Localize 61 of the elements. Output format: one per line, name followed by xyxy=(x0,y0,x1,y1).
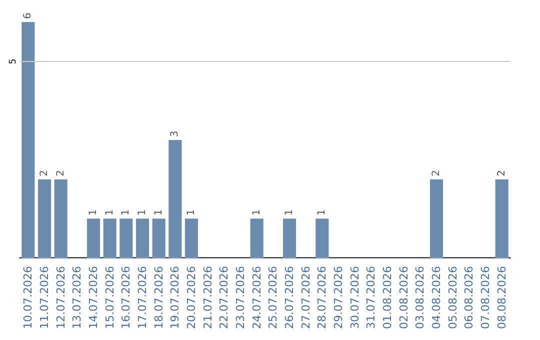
data-label: 2 xyxy=(496,170,508,176)
x-tick-label: 25.07.2026 xyxy=(266,266,280,330)
x-tick-label: 13.07.2026 xyxy=(70,266,84,330)
bar xyxy=(136,218,150,258)
data-label: 1 xyxy=(316,209,328,216)
data-label: 2 xyxy=(55,170,66,176)
bar xyxy=(316,218,329,258)
x-tick-label: 17.07.2026 xyxy=(136,266,149,330)
x-tick-label: 01.08.2026 xyxy=(381,266,394,330)
bar xyxy=(282,218,296,258)
bar xyxy=(250,218,264,258)
x-tick-label: 14.07.2026 xyxy=(87,266,100,330)
data-label: 1 xyxy=(88,209,99,216)
x-tick-label: 28.07.2026 xyxy=(316,266,329,330)
x-tick-label: 04.08.2026 xyxy=(430,266,443,330)
data-label: 2 xyxy=(431,170,442,176)
bar xyxy=(120,218,133,258)
x-tick-label: 18.07.2026 xyxy=(152,266,166,330)
y-tick-label: 5 xyxy=(8,58,18,64)
bar xyxy=(54,179,68,258)
data-label: 1 xyxy=(284,209,295,216)
x-tick-label: 12.07.2026 xyxy=(54,266,68,330)
bar xyxy=(430,179,444,258)
x-tick-label: 05.08.2026 xyxy=(446,266,460,330)
x-tick-label: 10.07.2026 xyxy=(22,266,35,330)
x-tick-label: 29.07.2026 xyxy=(332,266,345,330)
bar xyxy=(184,218,198,258)
data-label: 6 xyxy=(22,12,34,19)
x-tick-label: 23.07.2026 xyxy=(234,266,247,330)
data-label: 1 xyxy=(251,209,262,216)
bar xyxy=(38,179,52,258)
x-tick-label: 06.08.2026 xyxy=(462,266,476,330)
x-tick-label: 11.07.2026 xyxy=(38,266,51,330)
x-tick-label: 27.07.2026 xyxy=(299,266,312,330)
data-label: 1 xyxy=(104,209,116,216)
x-tick-label: 22.07.2026 xyxy=(218,266,231,330)
x-tick-label: 07.08.2026 xyxy=(479,266,492,330)
x-tick-label: 31.07.2026 xyxy=(364,266,378,330)
bar xyxy=(86,218,100,258)
data-label: 1 xyxy=(137,209,148,216)
data-label: 1 xyxy=(186,209,197,216)
x-tick-label: 26.07.2026 xyxy=(283,266,296,330)
x-tick-label: 02.08.2026 xyxy=(397,266,410,330)
x-tick-label: 03.08.2026 xyxy=(414,266,427,330)
x-tick-label: 30.07.2026 xyxy=(348,266,362,330)
x-tick-label: 15.07.2026 xyxy=(103,266,116,330)
bar xyxy=(168,140,182,258)
bar xyxy=(495,179,508,258)
x-tick-label: 16.07.2026 xyxy=(120,266,133,330)
data-label: 3 xyxy=(170,130,181,138)
bar xyxy=(103,218,116,258)
bar xyxy=(22,22,35,258)
x-tick-label: 21.07.2026 xyxy=(201,266,214,330)
x-tick-label: 24.07.2026 xyxy=(250,266,264,330)
data-label: 1 xyxy=(153,209,164,216)
x-tick-label: 08.08.2026 xyxy=(495,266,508,330)
x-tick-label: 19.07.2026 xyxy=(168,266,182,330)
data-label: 2 xyxy=(39,170,50,176)
data-label: 1 xyxy=(120,209,132,216)
bar xyxy=(152,218,166,258)
x-tick-label: 20.07.2026 xyxy=(185,266,198,330)
